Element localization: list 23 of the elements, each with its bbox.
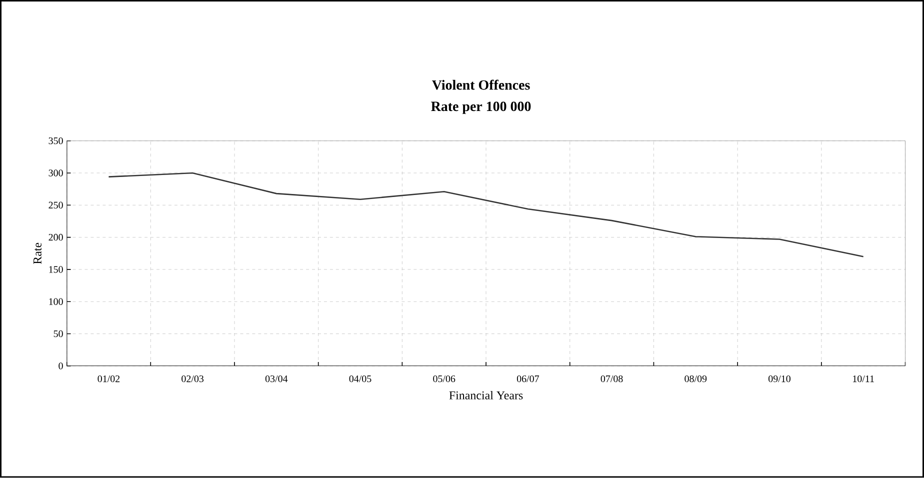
x-tick-label: 08/09 (684, 376, 707, 382)
x-tick-label: 02/03 (182, 376, 204, 382)
x-tick-label: 01/02 (98, 376, 120, 382)
y-tick-label: 150 (49, 266, 63, 273)
x-tick-label: 07/08 (600, 376, 623, 382)
x-axis-title: Financial Years (449, 391, 523, 400)
x-tick-label: 06/07 (516, 376, 540, 382)
x-tick-label: 10/11 (853, 376, 874, 382)
y-tick-label: 100 (49, 298, 63, 306)
y-tick-label: 200 (48, 234, 63, 241)
x-tick-label: 04/05 (349, 376, 372, 382)
chart-title: Violent Offences (432, 80, 530, 90)
x-tick-label: 03/04 (265, 376, 288, 382)
x-tick-label: 05/06 (433, 376, 456, 382)
line-series (108, 172, 864, 258)
y-tick-label: 50 (54, 330, 63, 338)
chart-subtitle: Rate per 100 000 (431, 102, 531, 114)
x-tick-label: 09/10 (768, 376, 790, 382)
y-tick-label: 0 (58, 362, 63, 370)
y-tick-label: 350 (48, 138, 63, 144)
y-axis-title: Rate (34, 242, 42, 264)
y-tick-label: 300 (48, 170, 63, 176)
y-tick-label: 250 (48, 202, 63, 209)
